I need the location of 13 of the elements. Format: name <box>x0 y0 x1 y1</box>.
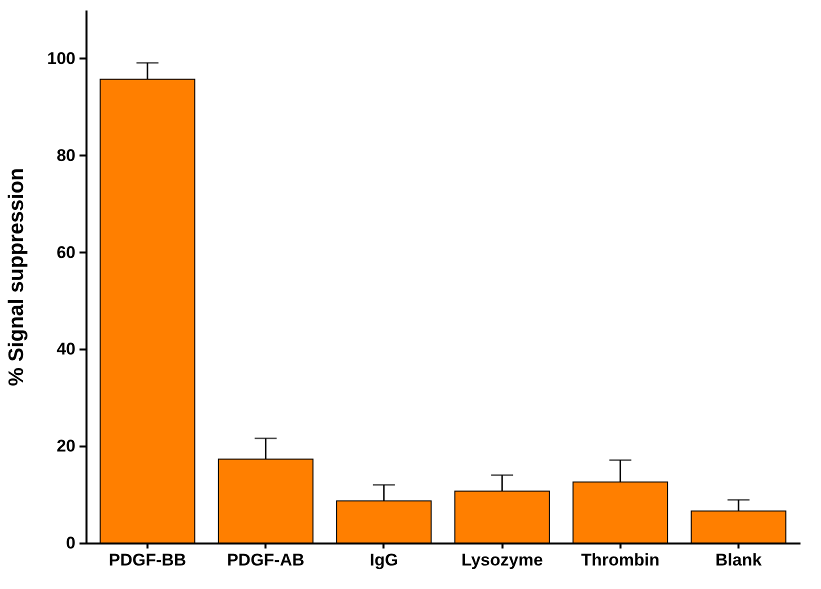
y-tick-label: 60 <box>56 242 76 262</box>
y-axis-title: % Signal suppression <box>5 168 28 386</box>
x-tick-label: PDGF-BB <box>108 550 186 570</box>
y-tick-label: 40 <box>56 340 76 359</box>
x-tick-label: Blank <box>715 550 762 570</box>
x-tick-label: Lysozyme <box>461 550 543 570</box>
y-tick-label: 20 <box>56 436 76 456</box>
y-tick-label: 0 <box>66 534 76 552</box>
y-tick-label: 100 <box>47 48 76 68</box>
x-tick-label: PDGF-AB <box>226 550 304 570</box>
x-tick-label: Thrombin <box>581 550 660 570</box>
x-tick-label: IgG <box>370 550 398 570</box>
y-tick-label: 80 <box>56 146 76 165</box>
